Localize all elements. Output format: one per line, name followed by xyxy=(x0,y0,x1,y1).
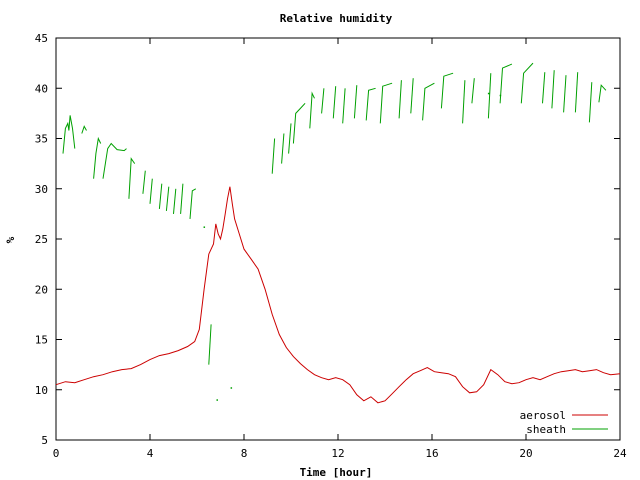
y-tick-label: 15 xyxy=(35,334,48,347)
series-segment-sheath xyxy=(342,88,346,124)
axis-ticks: 0 4 8 12 16 20 24 5 10 15 20 25 30 35 40 45 xyxy=(35,32,627,460)
series-segment-sheath xyxy=(165,186,170,211)
series-point-sheath xyxy=(487,92,490,95)
y-axis-label: % xyxy=(4,236,17,243)
series-segment-sheath xyxy=(332,86,337,119)
series-segment-sheath xyxy=(149,178,153,204)
series-segment-sheath xyxy=(102,142,127,179)
series-segment-sheath xyxy=(353,85,358,119)
series-segment-sheath xyxy=(271,138,276,174)
series-segment-sheath xyxy=(551,70,555,109)
plot-frame xyxy=(55,37,621,441)
series-segment-sheath xyxy=(574,72,579,113)
series-segment-sheath xyxy=(309,91,315,129)
series-point-sheath xyxy=(230,387,233,389)
y-tick-label: 35 xyxy=(35,133,48,146)
series-point-sheath xyxy=(499,94,502,97)
series-segment-sheath xyxy=(62,115,76,154)
y-tick-label: 5 xyxy=(41,434,48,447)
series-segment-sheath xyxy=(440,72,454,109)
y-tick-label: 40 xyxy=(35,82,48,95)
series-segment-sheath xyxy=(471,78,475,104)
series-sheath xyxy=(62,62,607,401)
series-segment-sheath xyxy=(189,188,197,219)
series-segment-sheath xyxy=(158,183,163,209)
x-axis-label: Time [hour] xyxy=(300,466,373,479)
series-segment-sheath xyxy=(142,170,146,194)
series-segment-sheath xyxy=(128,157,136,199)
series-segment-sheath xyxy=(365,87,376,121)
series-point-sheath xyxy=(216,399,218,401)
y-tick-label: 25 xyxy=(35,233,48,246)
x-tick-label: 0 xyxy=(53,447,60,460)
legend-label-sheath: sheath xyxy=(526,423,566,436)
y-tick-label: 30 xyxy=(35,183,48,196)
x-tick-label: 20 xyxy=(519,447,532,460)
series-segment-sheath xyxy=(81,125,87,134)
y-tick-label: 45 xyxy=(35,32,48,45)
series-segment-sheath xyxy=(208,324,212,365)
y-tick-label: 10 xyxy=(35,384,48,397)
x-tick-label: 4 xyxy=(147,447,154,460)
series-segment-sheath xyxy=(588,82,593,123)
series-segment-sheath xyxy=(563,75,567,113)
x-tick-label: 8 xyxy=(241,447,248,460)
series-segment-sheath xyxy=(173,188,177,214)
series-segment-sheath xyxy=(422,82,435,121)
y-tick-label: 20 xyxy=(35,283,48,296)
series-aerosol xyxy=(55,186,621,404)
series-segment-sheath xyxy=(542,72,546,104)
series-point-sheath xyxy=(203,226,206,228)
series-segment-sheath xyxy=(487,73,492,119)
legend-label-aerosol: aerosol xyxy=(520,409,566,422)
series-segment-sheath xyxy=(520,62,534,104)
x-tick-label: 12 xyxy=(331,447,344,460)
series-segment-sheath xyxy=(93,136,102,179)
series-segment-sheath xyxy=(288,123,292,154)
chart-title: Relative humidity xyxy=(280,12,393,25)
series-segment-sheath xyxy=(398,80,402,119)
x-tick-label: 24 xyxy=(613,447,627,460)
series-segment-sheath xyxy=(180,183,184,214)
x-tick-label: 16 xyxy=(425,447,438,460)
series-segment-sheath xyxy=(281,133,285,164)
series-segment-sheath xyxy=(292,102,306,144)
plot-series xyxy=(55,62,621,404)
series-segment-sheath xyxy=(499,63,513,104)
series-segment-sheath xyxy=(321,88,325,114)
legend: aerosol sheath xyxy=(520,409,608,436)
series-line-aerosol xyxy=(55,186,621,404)
series-segment-sheath xyxy=(410,78,414,114)
series-segment-sheath xyxy=(379,82,393,124)
series-segment-sheath xyxy=(598,84,607,103)
series-segment-sheath xyxy=(462,80,466,124)
